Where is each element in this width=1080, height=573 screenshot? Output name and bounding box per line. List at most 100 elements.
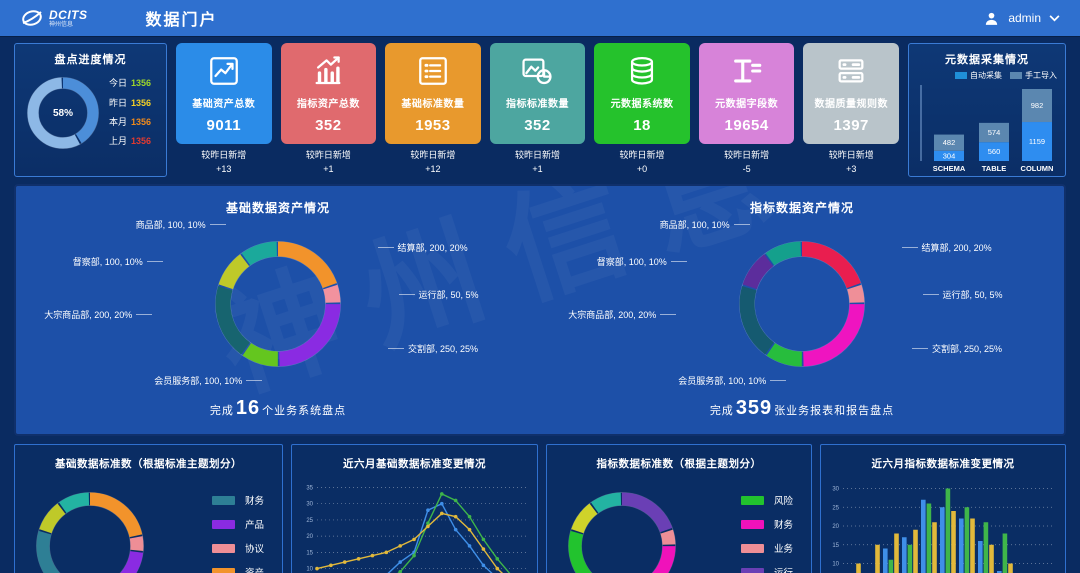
bottom-row: 基础数据标准数（根据标准主题划分） 财务产品协议资产员工 近六月基础数据标准变更… [14, 444, 1066, 573]
y-tick-label: 20 [832, 524, 839, 530]
y-tick-label: 15 [832, 543, 839, 549]
donut-segment [36, 492, 144, 573]
standards-donut-svg [36, 492, 144, 573]
legend-item: 业务 [740, 541, 793, 555]
asset-segment-label: 会员服务部, 100, 10% [154, 374, 263, 387]
inventory-progress-panel: 盘点进度情况 58% 今日 1356 昨日 1356 本月 1356 上月 1356 [14, 43, 167, 177]
bar [1002, 533, 1008, 573]
metric-asset-chart: 指标数据资产情况 完成 359 张业务报表和报告盘点 结算部, 200, 20% 运行… [540, 186, 1064, 434]
asset-segment-label: 督察部, 100, 10% [597, 255, 687, 268]
bar [907, 544, 913, 573]
kpi-card-box[interactable]: 指标标准数量 352 [489, 43, 586, 144]
data-point [481, 547, 485, 551]
user-menu[interactable]: admin [983, 10, 1060, 27]
bar [989, 544, 994, 573]
bar-category-label: SCHEMA [933, 164, 966, 173]
bar [888, 559, 894, 573]
image-pie-icon [522, 58, 553, 84]
data-point [397, 570, 402, 573]
progress-stat-label: 昨日 [109, 97, 128, 108]
asset-segment-label: 大宗商品部, 200, 20% [568, 308, 677, 321]
legend-label: 财务 [773, 520, 793, 531]
kpi-card-row: 基础资产总数 9011 较昨日新增 +13 指标资产总数 352 较昨日新增 +1 基础标准数量… [176, 43, 899, 177]
bar [978, 541, 983, 573]
data-point [314, 566, 319, 571]
field-type-icon [733, 59, 761, 82]
kpi-card-box[interactable]: 元数据系统数 18 [594, 43, 690, 144]
bar-chart-arrow-icon [315, 55, 341, 84]
page-title: 数据门户 [145, 12, 218, 29]
asset-donut-svg [215, 241, 341, 367]
bar [951, 511, 956, 573]
progress-stats: 今日 1356 昨日 1356 本月 1356 上月 1356 [109, 74, 151, 151]
dashboard: 盘点进度情况 58% 今日 1356 昨日 1356 本月 1356 上月 1356 基础资产… [0, 36, 1080, 573]
progress-stat-row: 今日 1356 [109, 74, 151, 93]
kpi-card-box[interactable]: 指标资产总数 352 [280, 43, 377, 144]
kpi-card-delta: 较昨日新增 +0 [620, 149, 665, 176]
brand-logo[interactable]: DCITS 神州信息 [20, 8, 88, 28]
legend-label: 自动采集 [970, 71, 1002, 80]
kpi-card: 指标标准数量 352 较昨日新增 +1 [489, 43, 586, 177]
bar-value-auto: 304 [943, 151, 956, 160]
metadata-stacked-bars-svg: 304 482 SCHEMA 560 574 TABLE 1159 982 COLUMN [920, 85, 1054, 173]
legend-label: 手工导入 [1025, 71, 1057, 80]
metric-standards-trend-panel: 近六月指标数据标准变更情况 30252015105 [820, 444, 1066, 573]
kpi-card-delta: 较昨日新增 -5 [724, 149, 769, 176]
data-point [494, 557, 499, 561]
bar-value-manual: 574 [988, 128, 1001, 137]
progress-stat-label: 本月 [109, 117, 128, 127]
data-point [342, 560, 347, 564]
bar [940, 507, 945, 573]
kpi-card-label: 基础资产总数 [192, 98, 256, 110]
bar-value-manual: 482 [943, 138, 956, 147]
kpi-card: 指标资产总数 352 较昨日新增 +1 [280, 43, 377, 177]
kpi-card-delta: 较昨日新增 +3 [829, 149, 874, 176]
kpi-card-value: 9011 [206, 116, 242, 134]
kpi-card-box[interactable]: 基础标准数量 1953 [385, 43, 481, 144]
kpi-delta-label: 较昨日新增 [201, 150, 247, 160]
donut-segment [568, 492, 676, 573]
bar-segment-manual [934, 134, 964, 151]
kpi-delta-label: 较昨日新增 [305, 150, 351, 160]
asset-segment-label: 督察部, 100, 10% [73, 255, 163, 268]
legend-item: 手工导入 [1010, 70, 1057, 81]
kpi-card-value: 19654 [724, 116, 769, 134]
legend-label: 产品 [244, 520, 264, 531]
donut-segment [215, 241, 341, 367]
standards-donut-svg [568, 492, 676, 573]
base-standards-trend-title: 近六月基础数据标准变更情况 [343, 458, 486, 470]
legend-swatch [211, 519, 235, 529]
data-point [494, 566, 499, 571]
data-point [481, 563, 485, 568]
kpi-card-delta: 较昨日新增 +1 [515, 149, 560, 176]
bar [1008, 563, 1013, 573]
data-point [384, 550, 388, 555]
bar-category-label: COLUMN [1021, 164, 1054, 173]
progress-stat-row: 昨日 1356 [109, 94, 151, 113]
bar [894, 533, 899, 573]
data-point [467, 544, 471, 548]
data-point [397, 560, 402, 564]
kpi-card-box[interactable]: 元数据字段数 19654 [698, 43, 795, 144]
asset-segment-label: 结算部, 200, 20% [377, 241, 468, 254]
bar [875, 544, 880, 573]
kpi-delta-value: +3 [846, 163, 857, 174]
kpi-card-box[interactable]: 数据质量规则数 1397 [803, 43, 899, 144]
line-chart-icon [209, 56, 238, 85]
donut-segment [215, 241, 341, 367]
data-point [453, 498, 457, 503]
asset-segment-label: 结算部, 200, 20% [901, 241, 992, 254]
database-icon [631, 56, 654, 85]
trend-line [387, 502, 493, 573]
legend-item: 风险 [740, 493, 793, 507]
kpi-card-box[interactable]: 基础资产总数 9011 [176, 43, 272, 144]
base-asset-chart: 基础数据资产情况 完成 16 个业务系统盘点 结算部, 200, 20% 运行部, 5… [16, 186, 540, 434]
kpi-card-label: 元数据系统数 [610, 98, 674, 110]
data-point [397, 544, 402, 548]
asset-donut-chart [215, 241, 341, 367]
bar-value-auto: 1159 [1029, 137, 1045, 146]
metadata-collection-panel: 元数据采集情况 自动采集 手工导入 304 482 SCHEMA 560 574 TABLE… [908, 43, 1066, 177]
kpi-card-value: 1953 [415, 116, 451, 134]
donut-segment [36, 492, 144, 573]
data-point [411, 553, 416, 558]
